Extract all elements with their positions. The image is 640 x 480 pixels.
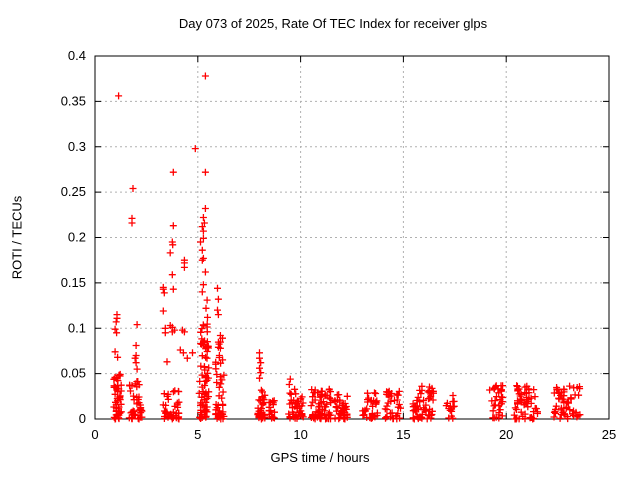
x-tick-label: 15: [396, 427, 410, 442]
y-tick-label: 0.4: [68, 48, 86, 63]
y-tick-label: 0.35: [61, 93, 86, 108]
y-tick-label: 0.15: [61, 275, 86, 290]
x-tick-label: 20: [499, 427, 513, 442]
y-tick-label: 0.3: [68, 139, 86, 154]
y-tick-label: 0.1: [68, 320, 86, 335]
x-axis-label: GPS time / hours: [270, 450, 370, 465]
x-tick-label: 10: [293, 427, 307, 442]
y-tick-label: 0: [79, 411, 86, 426]
y-tick-label: 0.25: [61, 184, 86, 199]
chart-title: Day 073 of 2025, Rate Of TEC Index for r…: [178, 16, 488, 31]
y-tick-label: 0.05: [61, 366, 86, 381]
y-tick-label: 0.2: [68, 230, 86, 245]
x-tick-label: 0: [91, 427, 98, 442]
x-tick-label: 25: [602, 427, 616, 442]
x-tick-label: 5: [194, 427, 201, 442]
data-points: [110, 72, 584, 423]
